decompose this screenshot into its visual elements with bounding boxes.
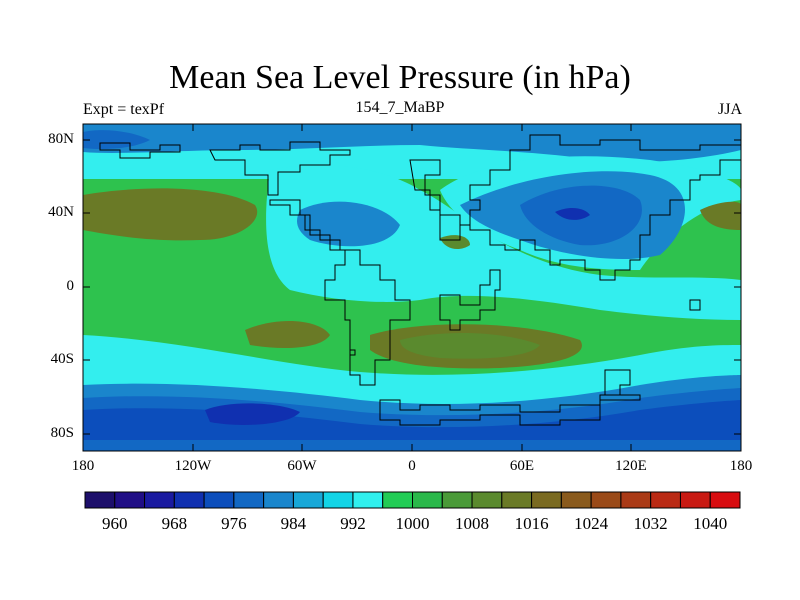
colorbar-label: 960 bbox=[102, 514, 128, 533]
lon-tick-label: 60W bbox=[287, 458, 317, 474]
colorbar-label: 992 bbox=[340, 514, 366, 533]
lat-tick-label: 0 bbox=[66, 278, 75, 294]
field-north-blue bbox=[83, 124, 741, 162]
colorbar-label: 1040 bbox=[693, 514, 728, 533]
colorbar bbox=[84, 491, 741, 509]
colorbar-swatch bbox=[263, 491, 294, 509]
experiment-label: Expt = texPf bbox=[83, 101, 165, 118]
colorbar-swatch bbox=[650, 491, 681, 509]
colorbar-swatch bbox=[322, 491, 354, 509]
lon-tick-label: 0 bbox=[408, 458, 416, 474]
colorbar-swatch bbox=[590, 491, 622, 509]
lat-tick-label: 80N bbox=[48, 131, 74, 147]
colorbar-label: 968 bbox=[161, 514, 188, 533]
colorbar-label: 984 bbox=[280, 514, 307, 533]
pressure-field bbox=[83, 124, 741, 451]
colorbar-swatch bbox=[292, 491, 324, 509]
lat-tick-label: 40N bbox=[48, 204, 74, 220]
colorbar-swatch bbox=[679, 491, 711, 509]
colorbar-label: 976 bbox=[221, 514, 247, 533]
colorbar-swatch bbox=[709, 491, 741, 509]
lat-tick-label: 80S bbox=[50, 425, 74, 441]
field-pacific-high bbox=[83, 188, 258, 241]
colorbar-swatch bbox=[560, 491, 592, 509]
colorbar-swatch bbox=[471, 491, 503, 509]
field-africa-high bbox=[440, 235, 470, 250]
field-south-pacific-high bbox=[245, 320, 330, 348]
field-equator-cyan bbox=[266, 165, 741, 320]
colorbar-label: 1000 bbox=[395, 514, 430, 533]
run-label: 154_7_MaBP bbox=[355, 99, 445, 116]
colorbar-swatch bbox=[382, 491, 413, 509]
field-indian-core bbox=[400, 333, 540, 359]
lon-tick-label: 180 bbox=[729, 458, 753, 474]
colorbar-swatch bbox=[114, 491, 146, 509]
lon-tick-label: 60E bbox=[509, 458, 535, 474]
land-outlines bbox=[99, 134, 741, 426]
colorbar-swatch bbox=[144, 491, 175, 509]
field-asia-core bbox=[555, 208, 590, 220]
colorbar-label: 1024 bbox=[574, 514, 609, 533]
axis-ticks bbox=[82, 124, 742, 451]
colorbar-label: 1032 bbox=[633, 514, 668, 533]
colorbar-label: 1008 bbox=[455, 514, 490, 533]
lat-tick-label: 40S bbox=[50, 351, 74, 367]
colorbar-swatch bbox=[441, 491, 473, 509]
colorbar-swatch bbox=[203, 491, 235, 509]
colorbar-swatch bbox=[412, 491, 443, 509]
colorbar-swatch bbox=[352, 491, 384, 509]
colorbar-label: 1016 bbox=[514, 514, 549, 533]
lon-tick-label: 180 bbox=[71, 458, 95, 474]
colorbar-swatch bbox=[620, 491, 652, 509]
field-south-low bbox=[205, 403, 300, 425]
colorbar-swatch bbox=[501, 491, 533, 509]
season-label: JJA bbox=[717, 101, 742, 118]
colorbar-swatch bbox=[531, 491, 562, 509]
colorbar-swatch bbox=[84, 491, 116, 509]
chart-title: Mean Sea Level Pressure (in hPa) bbox=[169, 59, 631, 96]
colorbar-swatch bbox=[233, 491, 265, 509]
lon-tick-label: 120W bbox=[174, 458, 212, 474]
field-east-high bbox=[700, 201, 741, 230]
lon-tick-label: 120E bbox=[615, 458, 647, 474]
colorbar-swatch bbox=[173, 491, 205, 509]
